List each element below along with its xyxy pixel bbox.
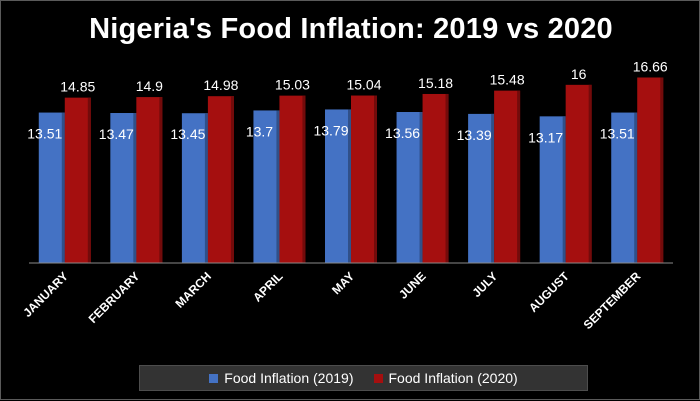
x-tick-label-september: SEPTEMBER <box>581 269 644 332</box>
data-label-2019-june: 13.56 <box>385 125 420 141</box>
bar-2020-september <box>637 77 664 263</box>
data-label-2020-february: 14.9 <box>136 78 163 94</box>
bar-shade-2019-march <box>204 113 208 264</box>
data-label-2020-may: 15.04 <box>346 77 381 93</box>
data-label-2019-may: 13.79 <box>313 122 348 138</box>
data-label-2019-august: 13.17 <box>528 129 563 145</box>
bar-shade-2020-january <box>87 97 91 263</box>
bar-shade-2020-march <box>230 96 234 263</box>
legend-label-2019: Food Inflation (2019) <box>224 370 354 386</box>
bar-2020-february <box>136 97 163 263</box>
bar-2019-september <box>611 112 638 263</box>
bar-shade-2019-february <box>133 113 137 263</box>
bar-2019-february <box>110 113 137 263</box>
legend-item-2019: Food Inflation (2019) <box>209 370 354 386</box>
bar-shade-2020-september <box>660 77 664 263</box>
bar-shade-2019-july <box>491 113 495 263</box>
x-tick-label-march: MARCH <box>173 269 214 310</box>
legend: Food Inflation (2019) Food Inflation (20… <box>139 365 588 391</box>
data-label-2019-september: 13.51 <box>600 126 635 142</box>
x-tick-label-june: JUNE <box>396 269 429 302</box>
bar-shade-2020-june <box>445 93 449 263</box>
bar-2019-may <box>325 109 351 263</box>
bar-shade-2020-february <box>159 97 163 263</box>
bar-2019-april <box>253 110 280 264</box>
bar-shade-2019-september <box>634 112 638 263</box>
bar-2019-march <box>181 113 208 264</box>
x-tick-label-august: AUGUST <box>526 269 572 315</box>
bar-2019-june <box>396 112 423 263</box>
bar-2020-march <box>207 96 234 263</box>
bar-shade-2019-january <box>61 112 65 263</box>
bar-2019-august <box>539 116 566 263</box>
bar-shade-2020-may <box>374 95 377 264</box>
data-label-2020-january: 14.85 <box>60 79 95 95</box>
bar-2020-june <box>422 93 449 263</box>
x-tick-label-july: JULY <box>469 269 500 300</box>
bar-shade-2020-july <box>517 90 521 263</box>
bar-shade-2019-june <box>419 112 423 263</box>
data-label-2020-april: 15.03 <box>275 77 310 93</box>
bar-shade-2020-august <box>588 84 592 264</box>
bar-2020-april <box>279 95 306 263</box>
data-label-2019-january: 13.51 <box>27 126 62 142</box>
data-label-2019-july: 13.39 <box>457 127 492 143</box>
data-label-2020-september: 16.66 <box>633 58 668 74</box>
data-label-2019-february: 13.47 <box>99 126 134 142</box>
chart-title: Nigeria's Food Inflation: 2019 vs 2020 <box>89 13 613 45</box>
x-tick-label-may: MAY <box>329 269 357 297</box>
legend-swatch-2019 <box>209 373 219 383</box>
data-label-2020-august: 16 <box>571 66 587 82</box>
bar-shade-2019-august <box>562 116 566 263</box>
bar-2020-july <box>494 90 521 263</box>
x-tick-label-february: FEBRUARY <box>86 269 143 326</box>
data-label-2019-april: 13.7 <box>246 123 273 139</box>
legend-label-2020: Food Inflation (2020) <box>388 370 518 386</box>
data-label-2020-july: 15.48 <box>490 72 525 88</box>
legend-item-2020: Food Inflation (2020) <box>373 370 518 386</box>
data-label-2020-june: 15.18 <box>418 75 453 91</box>
bar-shade-2020-april <box>302 95 306 263</box>
data-label-2020-march: 14.98 <box>203 77 238 93</box>
legend-swatch-2020 <box>373 373 383 383</box>
bar-2020-may <box>351 95 377 264</box>
bar-2019-july <box>468 113 495 263</box>
x-tick-label-january: JANUARY <box>20 269 71 320</box>
bar-shade-2019-april <box>276 110 280 264</box>
bar-shade-2019-may <box>348 109 351 263</box>
data-label-2019-march: 13.45 <box>170 126 205 142</box>
bar-2020-january <box>64 97 91 263</box>
bar-2019-january <box>38 112 65 263</box>
bar-2020-august <box>565 84 592 264</box>
x-tick-label-april: APRIL <box>250 269 285 304</box>
